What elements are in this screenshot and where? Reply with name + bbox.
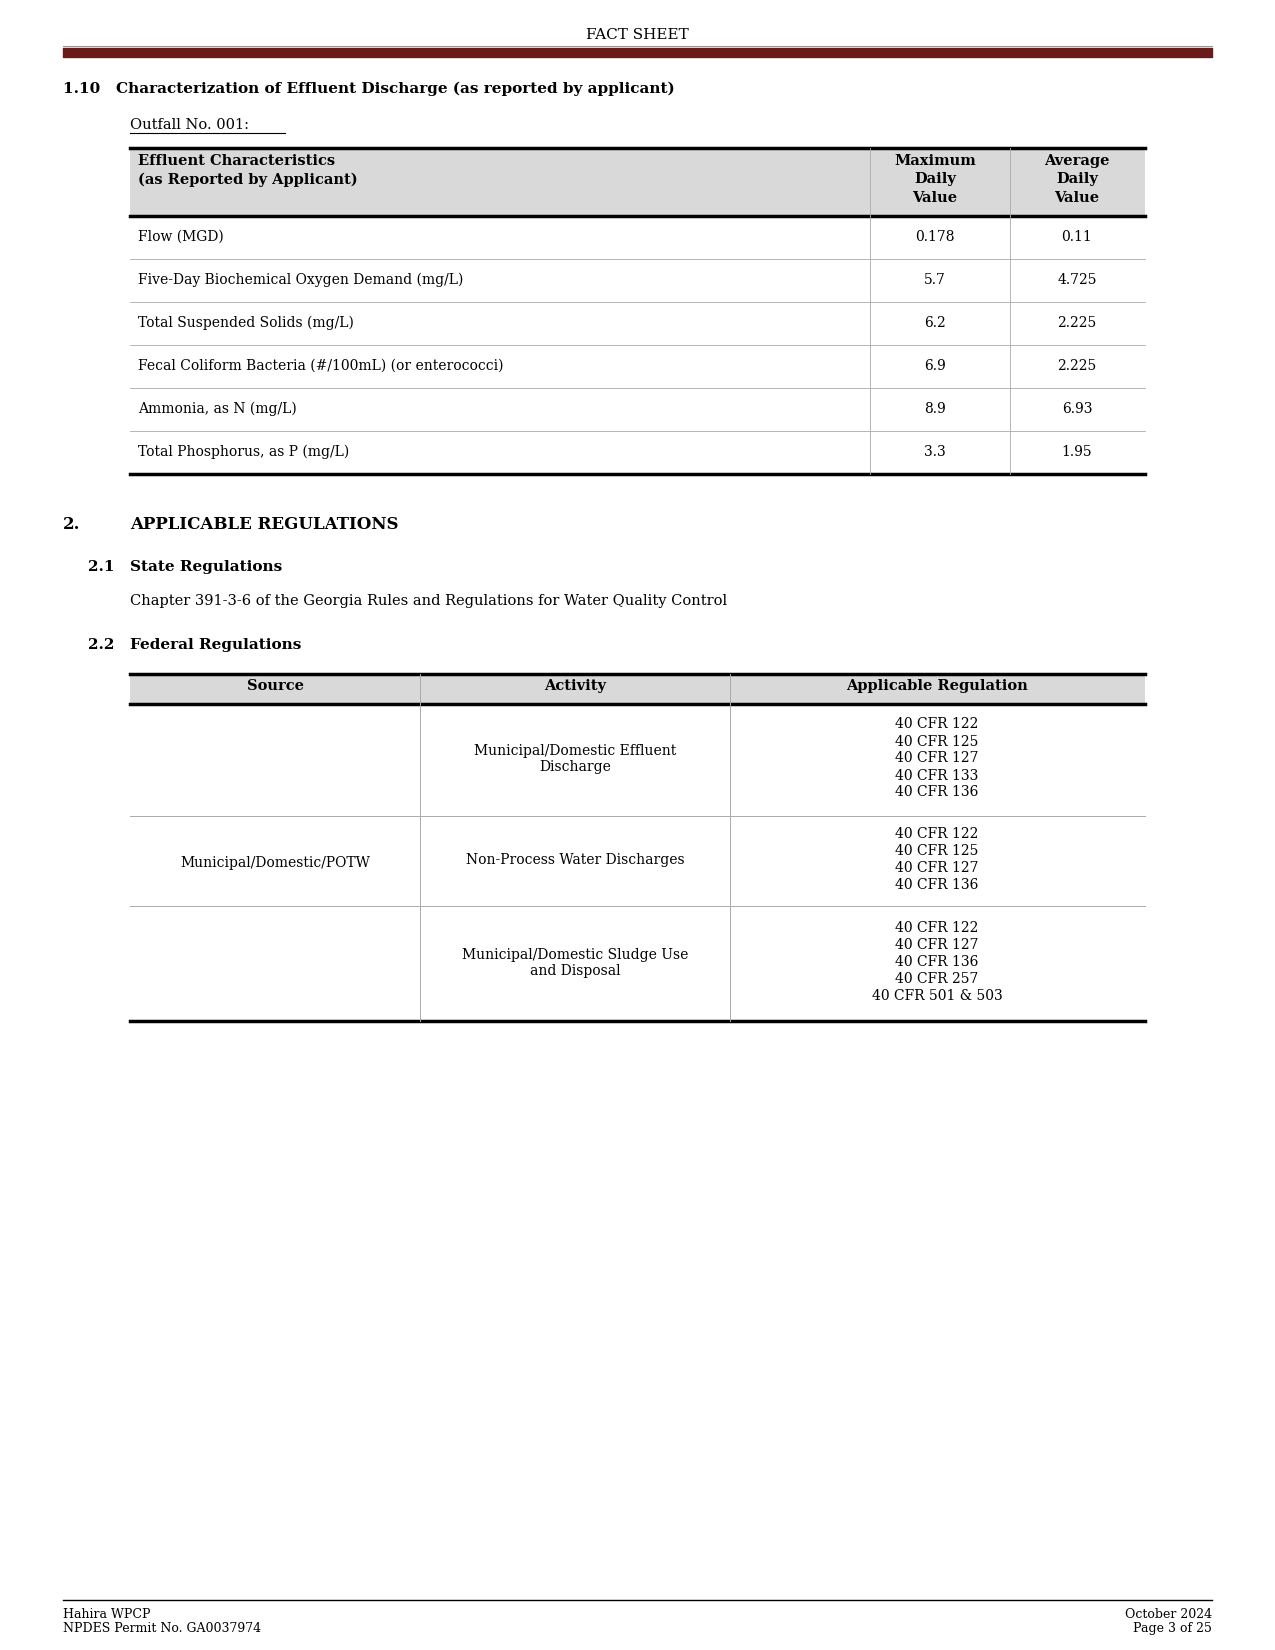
Text: 40 CFR 125: 40 CFR 125: [895, 734, 979, 749]
Text: 5.7: 5.7: [924, 272, 946, 287]
Text: 40 CFR 501 & 503: 40 CFR 501 & 503: [872, 988, 1002, 1003]
Text: 40 CFR 122: 40 CFR 122: [895, 718, 979, 731]
Text: 2.1: 2.1: [88, 559, 115, 574]
Text: Hahira WPCP: Hahira WPCP: [62, 1609, 150, 1620]
Text: Municipal/Domestic Effluent: Municipal/Domestic Effluent: [474, 744, 676, 757]
Text: Municipal/Domestic/POTW: Municipal/Domestic/POTW: [180, 855, 370, 870]
Text: APPLICABLE REGULATIONS: APPLICABLE REGULATIONS: [130, 516, 399, 533]
Text: October 2024: October 2024: [1125, 1609, 1213, 1620]
Text: Chapter 391-3-6 of the Georgia Rules and Regulations for Water Quality Control: Chapter 391-3-6 of the Georgia Rules and…: [130, 594, 727, 607]
Text: 40 CFR 122: 40 CFR 122: [895, 827, 979, 842]
Text: Federal Regulations: Federal Regulations: [130, 639, 301, 652]
Text: Page 3 of 25: Page 3 of 25: [1133, 1622, 1213, 1635]
Text: 8.9: 8.9: [924, 403, 946, 416]
Text: 1.95: 1.95: [1062, 446, 1093, 459]
Bar: [130, 148, 1145, 216]
Text: 1.10   Characterization of Effluent Discharge (as reported by applicant): 1.10 Characterization of Effluent Discha…: [62, 82, 674, 96]
Text: 3.3: 3.3: [924, 446, 946, 459]
Text: 40 CFR 133: 40 CFR 133: [895, 769, 979, 782]
Text: Source: Source: [246, 680, 303, 693]
Text: Applicable Regulation: Applicable Regulation: [847, 680, 1028, 693]
Text: Activity: Activity: [544, 680, 606, 693]
Text: State Regulations: State Regulations: [130, 559, 282, 574]
Text: Ammonia, as N (mg/L): Ammonia, as N (mg/L): [138, 403, 297, 416]
Text: Flow (MGD): Flow (MGD): [138, 229, 223, 244]
Text: FACT SHEET: FACT SHEET: [585, 28, 688, 41]
Text: 40 CFR 257: 40 CFR 257: [895, 972, 979, 987]
Text: 6.9: 6.9: [924, 360, 946, 373]
Text: 40 CFR 136: 40 CFR 136: [895, 785, 979, 800]
Text: 4.725: 4.725: [1057, 272, 1096, 287]
Text: and Disposal: and Disposal: [529, 964, 621, 977]
Text: Total Phosphorus, as P (mg/L): Total Phosphorus, as P (mg/L): [138, 446, 349, 459]
Text: 0.178: 0.178: [915, 229, 955, 244]
Text: 2.225: 2.225: [1057, 360, 1096, 373]
Text: Discharge: Discharge: [539, 761, 611, 774]
Text: 40 CFR 127: 40 CFR 127: [895, 937, 979, 952]
Text: NPDES Permit No. GA0037974: NPDES Permit No. GA0037974: [62, 1622, 261, 1635]
Text: 40 CFR 127: 40 CFR 127: [895, 751, 979, 766]
Text: 6.93: 6.93: [1062, 403, 1093, 416]
Text: 2.225: 2.225: [1057, 317, 1096, 330]
Text: Outfall No. 001:: Outfall No. 001:: [130, 119, 249, 132]
Text: Average
Daily
Value: Average Daily Value: [1044, 153, 1109, 205]
Text: Fecal Coliform Bacteria (#/100mL) (or enterococci): Fecal Coliform Bacteria (#/100mL) (or en…: [138, 360, 504, 373]
Text: 0.11: 0.11: [1062, 229, 1093, 244]
Text: 6.2: 6.2: [924, 317, 946, 330]
Text: 40 CFR 127: 40 CFR 127: [895, 861, 979, 875]
Text: 40 CFR 125: 40 CFR 125: [895, 845, 979, 858]
Text: Maximum
Daily
Value: Maximum Daily Value: [894, 153, 975, 205]
Text: 2.: 2.: [62, 516, 80, 533]
Text: 40 CFR 122: 40 CFR 122: [895, 921, 979, 936]
Text: Municipal/Domestic Sludge Use: Municipal/Domestic Sludge Use: [462, 947, 689, 962]
Text: Effluent Characteristics
(as Reported by Applicant): Effluent Characteristics (as Reported by…: [138, 153, 357, 186]
Text: Total Suspended Solids (mg/L): Total Suspended Solids (mg/L): [138, 317, 354, 330]
Text: Five-Day Biochemical Oxygen Demand (mg/L): Five-Day Biochemical Oxygen Demand (mg/L…: [138, 272, 463, 287]
Text: Non-Process Water Discharges: Non-Process Water Discharges: [465, 853, 685, 866]
Bar: [130, 673, 1145, 705]
Text: 2.2: 2.2: [88, 639, 115, 652]
Text: 40 CFR 136: 40 CFR 136: [895, 878, 979, 893]
Text: 40 CFR 136: 40 CFR 136: [895, 955, 979, 969]
